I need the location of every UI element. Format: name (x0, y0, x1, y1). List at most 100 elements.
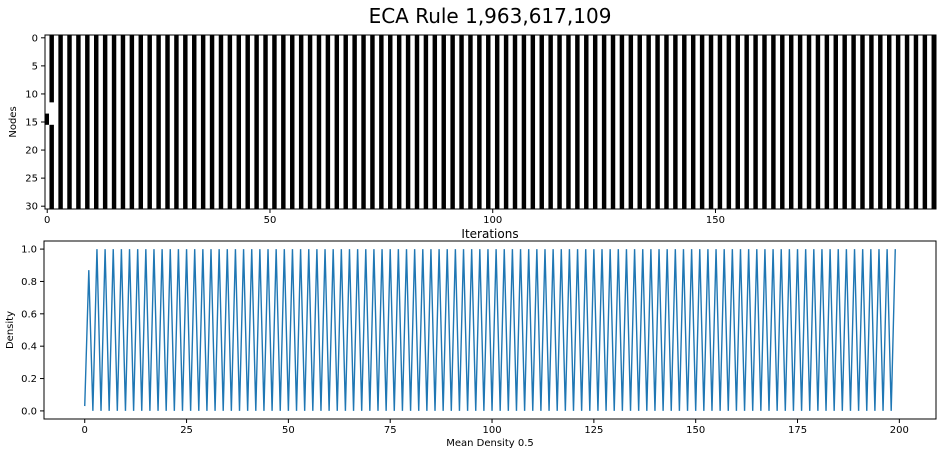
spacetime-cell-column (566, 35, 571, 209)
spacetime-cell-column (138, 35, 144, 209)
spacetime-cell-column (486, 35, 491, 209)
spacetime-cell-column (49, 124, 54, 209)
spacetime-cell-column (441, 35, 446, 209)
spacetime-cell-column (370, 35, 375, 209)
spacetime-cell-column (58, 35, 63, 209)
spacetime-cells (45, 35, 936, 209)
spacetime-x-tick-label: 100 (483, 215, 502, 226)
spacetime-cell-column (592, 35, 598, 209)
spacetime-cell-column (396, 35, 402, 209)
density-x-tick-label: 150 (686, 425, 705, 436)
spacetime-cell-column (842, 35, 847, 209)
density-y-ticks: 0.0 0.2 0.4 0.6 0.8 1.0 (21, 245, 44, 417)
spacetime-cell-column (183, 35, 188, 209)
spacetime-cell-column (539, 35, 544, 209)
density-y-tick-label: 0.0 (21, 406, 37, 417)
spacetime-cell-block (45, 113, 50, 125)
spacetime-cell-column (325, 35, 331, 209)
spacetime-x-tick-label: 150 (706, 215, 725, 226)
spacetime-cell-column (254, 35, 259, 209)
spacetime-cell-column (646, 35, 651, 209)
spacetime-cell-column (548, 35, 553, 209)
density-x-ticks: 0 25 50 75 100 125 150 175 200 (82, 419, 909, 436)
spacetime-cell-column (218, 35, 224, 209)
spacetime-cell-column (922, 35, 928, 209)
density-x-tick-label: 175 (788, 425, 807, 436)
spacetime-y-tick-label: 20 (25, 146, 38, 157)
spacetime-cell-column (664, 35, 669, 209)
spacetime-cell-column (343, 35, 348, 209)
spacetime-y-tick-label: 10 (25, 89, 38, 100)
spacetime-y-tick-label: 0 (32, 33, 38, 44)
spacetime-cell-column (85, 35, 90, 209)
spacetime-cell-column (584, 35, 589, 209)
spacetime-cell-column (610, 35, 616, 209)
spacetime-cell-column (904, 35, 910, 209)
spacetime-y-tick-label: 5 (32, 61, 38, 72)
density-y-label: Density (5, 311, 16, 349)
density-x-tick-label: 125 (584, 425, 603, 436)
spacetime-cell-column (797, 35, 803, 209)
spacetime-cell-column (76, 35, 81, 209)
spacetime-cell-column (601, 35, 607, 209)
spacetime-cell-column (771, 35, 776, 209)
spacetime-cell-column (726, 35, 732, 209)
spacetime-cell-column (628, 35, 634, 209)
spacetime-cell-column (120, 35, 126, 209)
spacetime-cell-column (129, 35, 135, 209)
density-y-tick-label: 0.2 (21, 374, 37, 385)
spacetime-cell-column (699, 35, 705, 209)
spacetime-cell-column (788, 35, 794, 209)
spacetime-cell-column (886, 35, 892, 209)
spacetime-cell-column (361, 35, 366, 209)
spacetime-cell-column (895, 35, 901, 209)
spacetime-cell-column (102, 35, 108, 209)
spacetime-cell-column (824, 35, 830, 209)
density-axes-frame (43, 240, 937, 420)
density-x-tick-label: 200 (890, 425, 909, 436)
spacetime-cell-column (735, 35, 740, 209)
spacetime-y-tick-label: 25 (25, 174, 38, 185)
spacetime-cell-column (682, 35, 687, 209)
spacetime-y-tick-label: 15 (25, 118, 38, 129)
spacetime-x-label: Iterations (461, 227, 518, 241)
density-y-tick-label: 1.0 (21, 245, 37, 256)
spacetime-cell-column (272, 35, 277, 209)
spacetime-cell-column (557, 35, 562, 209)
spacetime-cell-column (290, 35, 295, 209)
spacetime-cell-column (227, 35, 233, 209)
spacetime-cell-column (405, 35, 411, 209)
density-x-tick-label: 25 (180, 425, 193, 436)
spacetime-cell-column (147, 35, 152, 209)
density-x-label: Mean Density 0.5 (446, 438, 534, 449)
spacetime-cell-column (263, 35, 268, 209)
spacetime-cell-column (717, 35, 723, 209)
density-y-tick-label: 0.4 (21, 342, 37, 353)
figure-title: ECA Rule 1,963,617,109 (369, 4, 612, 28)
spacetime-cell-column (316, 35, 322, 209)
density-series-line (84, 249, 896, 411)
spacetime-cell-column (352, 35, 357, 209)
spacetime-cell-column (860, 35, 865, 209)
spacetime-cell-column (245, 35, 250, 209)
spacetime-cell-column (156, 35, 161, 209)
spacetime-x-tick-label: 0 (44, 215, 50, 226)
spacetime-y-label: Nodes (8, 106, 19, 137)
spacetime-cell-column (67, 35, 72, 209)
spacetime-cell-column (869, 35, 874, 209)
spacetime-cell-column (753, 35, 758, 209)
spacetime-cell-column (530, 35, 536, 209)
spacetime-cell-column (815, 35, 821, 209)
spacetime-cell-column (708, 35, 714, 209)
spacetime-cell-column (450, 35, 455, 209)
spacetime-cell-column (512, 35, 518, 209)
density-x-tick-label: 50 (282, 425, 295, 436)
spacetime-cell-column (281, 35, 286, 209)
density-panel: 0 25 50 75 100 125 150 175 200 0.0 0.2 0.4 0.6 0.8 1.… (5, 240, 937, 449)
spacetime-cell-column (423, 35, 429, 209)
spacetime-cell-column (477, 35, 482, 209)
spacetime-cell-column (174, 35, 179, 209)
spacetime-cell-column (806, 35, 812, 209)
spacetime-cell-column (236, 35, 242, 209)
